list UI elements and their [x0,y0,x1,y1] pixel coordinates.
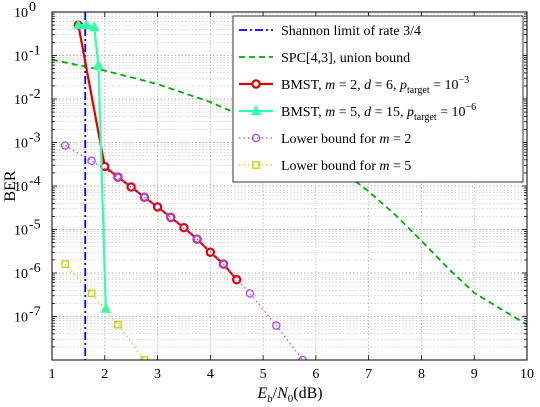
x-tick-label: 9 [471,367,478,382]
legend-label-1: Shannon limit of rate 3/4 [281,24,421,39]
x-tick-labels: 1 2 3 4 5 6 7 8 9 10 [49,367,535,382]
series-5-line [64,145,304,360]
y-tick-exponent: -1 [29,44,41,59]
legend-label-6: Lower bound for m = 5 [281,159,411,174]
series-5-point [87,156,96,166]
legend-label-2: SPC[4,3], union bound [281,51,410,66]
y-axis-label: BER [2,170,19,201]
legend-marker-5 [251,133,261,143]
legend-box [232,15,524,183]
series-5-point [113,172,123,182]
y-tick-exponent: 0 [29,0,36,15]
legend-marker-6 [252,161,260,169]
series-5-point [272,321,281,330]
series-5-point [60,141,70,150]
x-tick-label: 2 [101,367,108,382]
x-axis-label: Eb/N0(dB) [256,385,322,405]
series-5-point [140,193,149,202]
y-tick-exponent: -7 [29,305,41,320]
y-tick-exponent: -2 [29,87,41,102]
series-layer [52,12,527,360]
x-tick-label: 3 [154,367,161,382]
y-tick-exponent: -4 [29,174,41,189]
y-tick-label: 10 [14,180,28,195]
y-tick-label: 10 [14,224,28,239]
series-6-line [64,263,145,360]
series-6-point [87,289,96,298]
x-tick-label: 6 [312,367,319,382]
series-4-point [80,19,92,30]
y-tick-exponent: -3 [29,131,41,146]
x-tick-label: 1 [49,367,56,382]
legend-label-5: Lower bound for m = 2 [281,132,411,147]
series-5-point [166,213,175,222]
series-5-point [192,234,202,244]
series-4-point [100,302,112,313]
series-5-point [219,259,228,269]
series-4-point [88,21,100,32]
legend: Shannon limit of rate 3/4 SPC[4,3], union… [232,15,524,183]
y-tick-label: 10 [14,93,28,108]
series-4 [73,19,112,313]
legend-marker-4 [250,104,262,115]
axis-ticks [51,12,528,361]
series-3-point [152,202,163,212]
y-tick-exponent: -5 [29,218,41,233]
legend-label-4: BMST, m = 5, d = 15, ptarget = 10−6 [281,102,476,123]
y-tick-label: 10 [14,311,28,326]
y-tick-label: 10 [14,50,28,65]
x-tick-label: 7 [365,367,372,382]
series-4-point [93,59,104,70]
y-tick-exponent: -6 [29,261,41,276]
series-6-point [114,320,122,329]
series-4-point [73,19,84,30]
y-tick-label: 10 [14,137,28,152]
y-tick-label: 10 [14,267,28,282]
series-3-point [232,275,242,285]
series-6-point [61,260,70,268]
x-tick-label: 10 [520,367,534,382]
x-tick-label: 5 [260,367,267,382]
x-tick-label: 8 [418,367,425,382]
x-tick-label: 4 [207,367,214,382]
series-5-point [245,289,255,298]
legend-label-3: BMST, m = 2, d = 6, ptarget = 10−3 [281,75,469,96]
legend-marker-3 [251,79,261,89]
y-tick-label: 10 [14,6,28,21]
